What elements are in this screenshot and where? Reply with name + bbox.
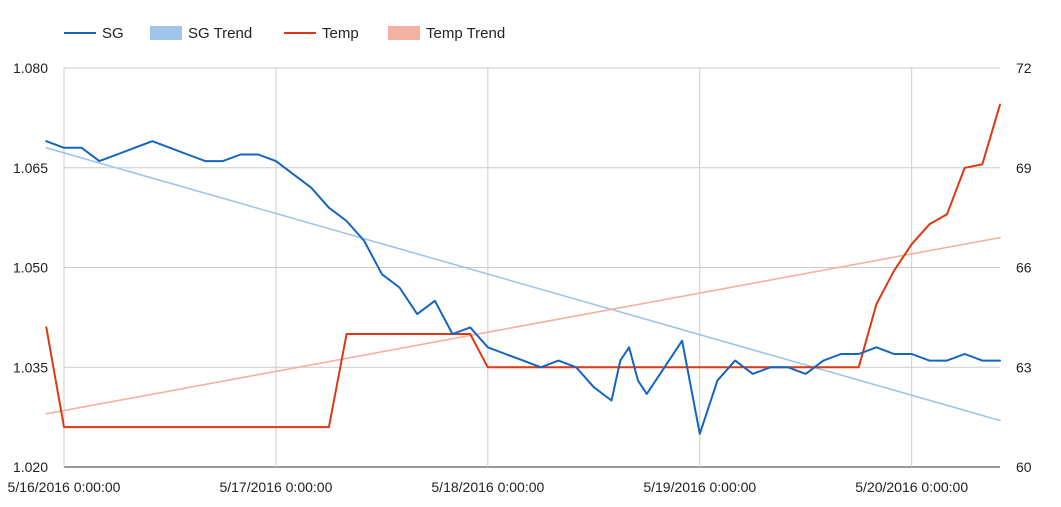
legend-label: Temp Trend: [426, 25, 505, 42]
y-right-tick-label: 72: [1016, 60, 1032, 76]
legend-label: SG Trend: [188, 25, 252, 42]
y-axis-left: 1.020 1.035 1.050 1.065 1.080: [13, 60, 48, 475]
legend-label: Temp: [322, 25, 359, 42]
series-layer: [45, 103, 1001, 435]
y-right-tick-label: 69: [1016, 160, 1032, 176]
x-tick-label: 5/20/2016 0:00:00: [855, 479, 968, 495]
y-left-tick-label: 1.020: [13, 459, 48, 475]
legend-swatch-sg-trend: [150, 26, 182, 40]
series-line-temp: [45, 103, 1001, 429]
grid: [63, 67, 1000, 468]
y-left-tick-label: 1.035: [13, 359, 48, 375]
y-left-tick-label: 1.050: [13, 260, 48, 276]
x-tick-label: 5/16/2016 0:00:00: [8, 479, 121, 495]
y-axis-right: 60 63 66 69 72: [1016, 60, 1032, 475]
series-line-temp-trend: [45, 236, 1001, 415]
y-left-tick-label: 1.080: [13, 60, 48, 76]
x-tick-label: 5/17/2016 0:00:00: [219, 479, 332, 495]
y-right-tick-label: 63: [1016, 359, 1032, 375]
series-line-sg: [45, 140, 1001, 435]
y-right-tick-label: 66: [1016, 260, 1032, 276]
legend: SG SG Trend Temp Temp Trend: [64, 25, 505, 42]
y-right-tick-label: 60: [1016, 459, 1032, 475]
x-tick-label: 5/19/2016 0:00:00: [643, 479, 756, 495]
series-line-sg-trend: [45, 147, 1001, 422]
legend-swatch-temp-trend: [388, 26, 420, 40]
x-axis: 5/16/2016 0:00:00 5/17/2016 0:00:00 5/18/2…: [8, 479, 969, 495]
x-tick-label: 5/18/2016 0:00:00: [431, 479, 544, 495]
y-left-tick-label: 1.065: [13, 160, 48, 176]
legend-label: SG: [102, 25, 124, 42]
